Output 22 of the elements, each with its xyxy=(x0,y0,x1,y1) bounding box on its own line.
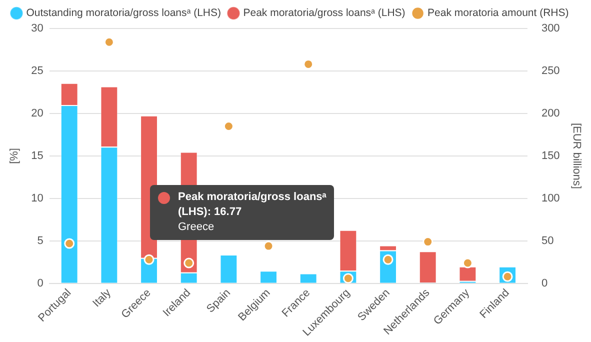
y-tick-label: 10 xyxy=(31,192,44,204)
tooltip: Peak moratoria/gross loansᵃ (LHS): 16.77 Greece xyxy=(150,185,334,240)
y2-tick-label: 50 xyxy=(541,234,554,247)
y-tick-label: 25 xyxy=(31,65,44,78)
y-tick-label: 30 xyxy=(31,22,44,35)
y2-tick-label: 300 xyxy=(541,22,560,35)
y2-tick-label: 100 xyxy=(541,192,560,204)
y-tick-label: 0 xyxy=(37,277,44,290)
y-tick-label: 15 xyxy=(31,150,44,162)
y-tick-label: 20 xyxy=(31,108,44,120)
legend-label: Peak moratoria/gross loansᵃ (LHS) xyxy=(243,7,406,20)
annotation: Peak moratoria/gross loansᵃ (LHS): 16.77 Greece xyxy=(178,191,326,233)
legend-label: Peak moratoria amount (RHS) xyxy=(428,7,569,20)
y2-axis-title: [EUR billions] xyxy=(570,122,582,189)
y-axis-title: [%] xyxy=(8,148,21,164)
y-tick-label: 5 xyxy=(37,234,44,247)
y2-tick-label: 250 xyxy=(541,65,560,78)
x-tick-label: Italy xyxy=(90,286,114,310)
y2-tick-label: 0 xyxy=(541,277,548,290)
y2-tick-label: 200 xyxy=(541,108,560,120)
legend-label: Outstanding moratoria/gross loansᵃ (LHS) xyxy=(26,7,221,20)
y2-tick-label: 150 xyxy=(541,150,560,162)
